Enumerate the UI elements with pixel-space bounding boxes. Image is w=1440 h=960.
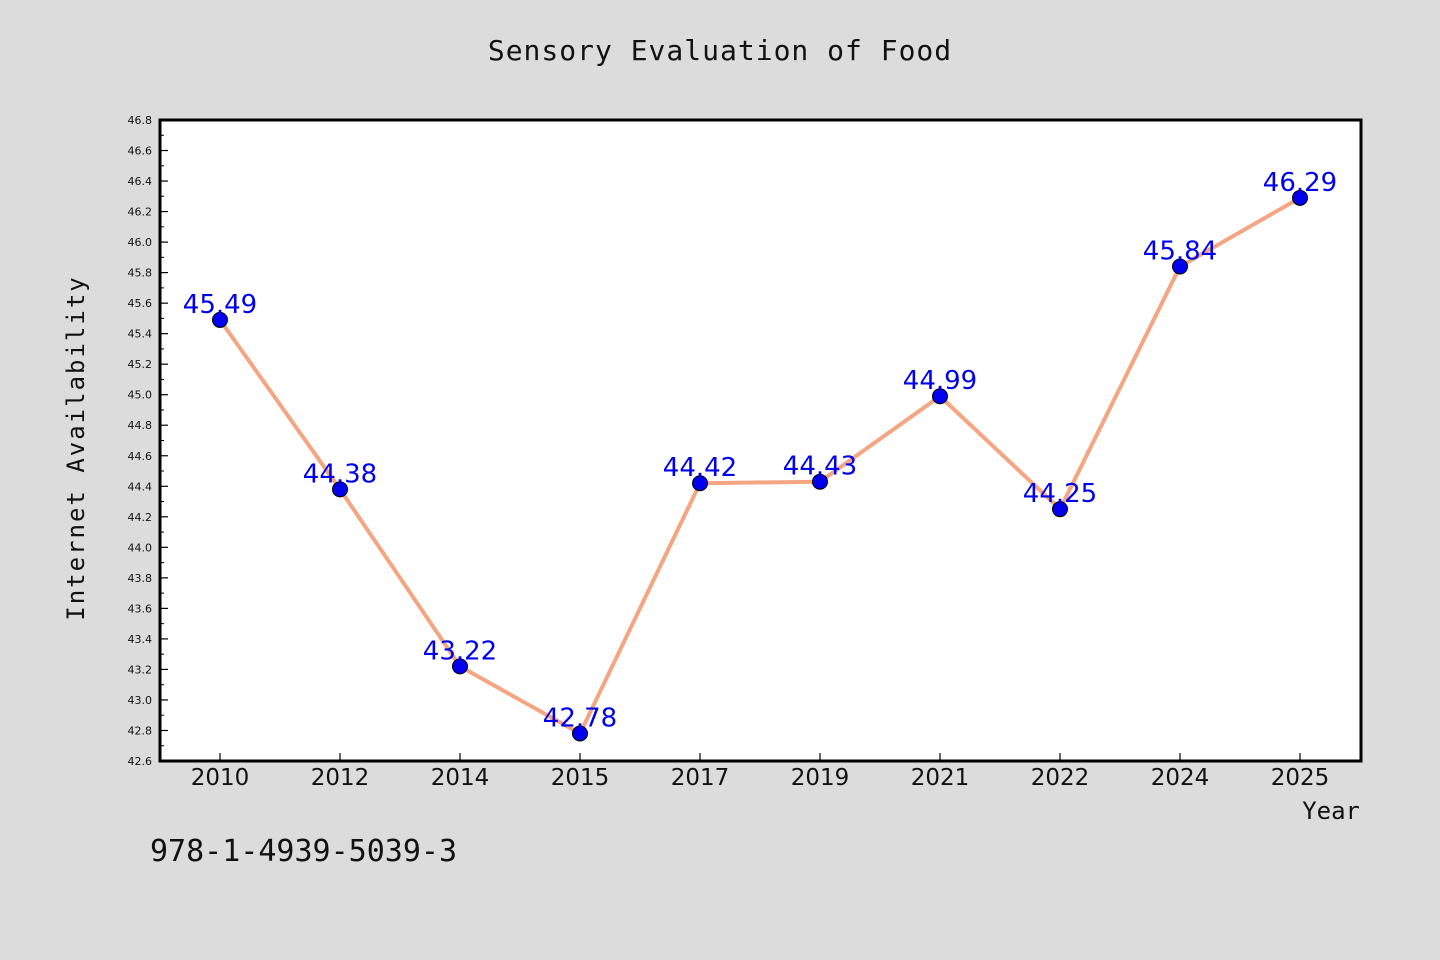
x-tick-label: 2024 [1151,765,1210,791]
y-tick-label: 45.4 [128,328,153,341]
y-tick-label: 46.2 [128,206,153,219]
data-point [332,481,348,498]
y-tick-label: 42.6 [128,755,153,768]
y-tick-label: 44.4 [128,480,153,493]
x-axis-label: Year [1302,797,1360,825]
y-tick-label: 44.6 [128,450,153,463]
y-tick-label: 46.0 [128,236,153,249]
y-tick-label: 45.0 [128,389,153,402]
data-label: 44.38 [303,459,377,489]
y-tick-label: 43.0 [128,694,153,707]
data-point [1172,258,1188,275]
data-point [452,658,468,675]
y-tick-label: 43.6 [128,602,153,615]
data-point [932,388,948,405]
data-label: 45.84 [1143,237,1217,267]
y-tick-label: 46.6 [128,145,153,158]
x-tick-label: 2014 [431,765,490,791]
x-tick-label: 2017 [671,765,730,791]
y-tick-label: 46.8 [128,114,153,127]
data-point [812,473,828,490]
chart-title: Sensory Evaluation of Food [487,34,953,67]
x-tick-label: 2015 [551,765,610,791]
y-tick-label: 44.0 [128,541,153,554]
x-tick-label: 2021 [911,765,970,791]
plot-area [158,118,1363,763]
data-label: 42.78 [543,704,617,734]
y-tick-label: 45.6 [128,297,153,310]
y-tick-label: 45.2 [128,358,153,371]
data-label: 46.29 [1263,168,1337,198]
data-point [1292,189,1308,206]
y-tick-label: 45.8 [128,267,153,280]
y-tick-label: 43.4 [128,633,153,646]
data-point [212,311,228,328]
x-tick-label: 2022 [1031,765,1090,791]
data-point [1052,501,1068,518]
y-tick-label: 42.8 [128,724,153,737]
data-label: 44.25 [1023,479,1097,509]
x-tick-label: 2012 [311,765,370,791]
x-tick-label: 2019 [791,765,850,791]
data-label: 45.49 [183,290,257,320]
y-tick-label: 46.4 [128,175,153,188]
data-label: 43.22 [423,636,497,666]
data-point [572,725,588,742]
data-point [692,475,708,492]
y-tick-label: 43.8 [128,572,153,585]
x-tick-label: 2025 [1271,765,1330,791]
y-tick-label: 44.8 [128,419,153,432]
y-axis: 42.6 42.8 43.0 43.2 43.4 43.6 43.8 44.0 44.2 44.4… [128,114,168,768]
x-axis: 2010 2012 2014 2015 2017 2019 2021 2022 2024 2025 [191,753,1330,791]
y-tick-label: 44.2 [128,511,153,524]
data-label: 44.43 [783,452,857,482]
x-tick-label: 2010 [191,765,250,791]
isbn-annotation: 978-1-4939-5039-3 [150,834,458,869]
series-line [218,195,1302,736]
data-label: 44.99 [903,366,977,396]
series-group: 45.49 44.38 43.22 42.78 44.42 44.43 44.99 44.25… [183,168,1337,742]
data-label: 44.42 [663,453,737,483]
y-tick-label: 43.2 [128,663,153,676]
